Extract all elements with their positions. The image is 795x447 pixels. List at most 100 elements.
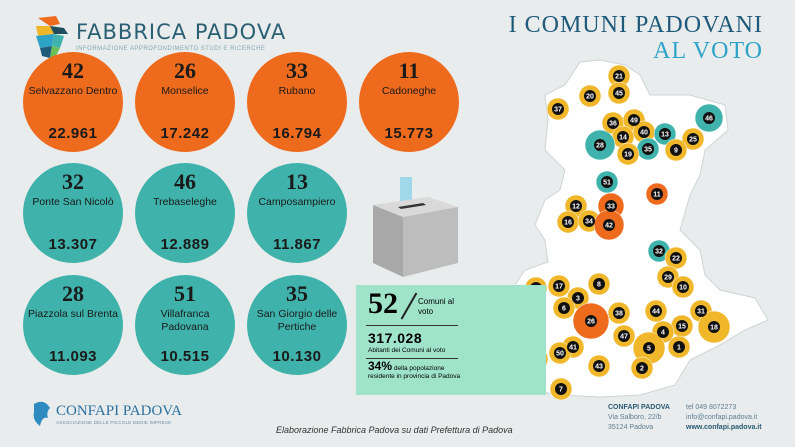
map-marker: 42 — [603, 219, 615, 231]
partner-tagline: ASSOCIAZIONE DELLE PICCOLE MEDIE IMPRESE — [56, 420, 172, 425]
marker-label: 21 — [615, 74, 623, 81]
fabbrica-padova-logo: FABBRICA PADOVA INFORMAZIONE APPROFONDIM… — [30, 12, 286, 60]
map-marker: 37 — [552, 103, 564, 115]
map-marker: 10 — [677, 281, 689, 293]
comune-card: 42 Selvazzano Dentro 22.961 — [23, 52, 123, 152]
comune-name: Selvazzano Dentro — [28, 85, 118, 97]
email-link[interactable]: info@confapi.padova.it — [686, 414, 758, 421]
marker-label: 47 — [620, 334, 628, 341]
phone: tel 049 8072273 — [686, 404, 737, 411]
marker-dot — [670, 144, 682, 156]
marker-dot — [695, 305, 707, 317]
marker-label: 6 — [562, 306, 566, 313]
marker-dot — [622, 148, 634, 160]
marker-dot — [562, 216, 574, 228]
address-city: 35124 Padova — [608, 424, 654, 431]
map-marker: 16 — [562, 216, 574, 228]
marker-dot — [585, 315, 597, 327]
marker-label: 9 — [674, 148, 678, 155]
ballot-box-side — [403, 207, 458, 277]
population: 10.515 — [160, 348, 210, 365]
comune-name: Cadoneghe — [381, 85, 437, 97]
population: 16.794 — [272, 125, 322, 142]
marker-label: 49 — [630, 118, 638, 125]
comune-card: 26 Monselice 17.242 — [135, 52, 235, 152]
comune-card: 46 Trebaseleghe 12.889 — [135, 163, 235, 263]
marker-dot — [584, 90, 596, 102]
map-number: 33 — [286, 58, 308, 83]
map-marker: 17 — [553, 280, 565, 292]
marker-dot — [607, 117, 619, 129]
comuni-count-label: Comuni al voto — [418, 297, 455, 316]
marker-label: 44 — [652, 309, 660, 316]
marker-label: 33 — [607, 204, 615, 211]
map-marker: 35 — [642, 143, 654, 155]
comune-card: 11 Cadoneghe 15.773 — [359, 52, 459, 152]
map-marker: 1 — [673, 341, 685, 353]
lion-logo-icon — [36, 16, 68, 58]
marker-label: 28 — [596, 143, 604, 150]
map-number: 46 — [174, 169, 196, 194]
percent-value: 34% — [368, 359, 393, 373]
marker-dot — [657, 326, 669, 338]
map-marker: 15 — [676, 320, 688, 332]
marker-dot — [583, 215, 595, 227]
population: 22.961 — [48, 125, 98, 142]
map-marker: 28 — [594, 139, 606, 151]
map-marker: 14 — [617, 131, 629, 143]
marker-label: 12 — [572, 204, 580, 211]
marker-dot — [558, 302, 570, 314]
map-marker: 21 — [613, 70, 625, 82]
map-marker: 51 — [601, 176, 613, 188]
comune-name: Monselice — [161, 85, 209, 97]
marker-dot — [567, 341, 579, 353]
confapi-logo: CONFAPI PADOVA ASSOCIAZIONE DELLE PICCOL… — [30, 400, 182, 428]
inhabitants-label: Abitanti dei Comuni al voto — [368, 347, 446, 354]
marker-label: 43 — [595, 364, 603, 371]
source-credit: Elaborazione Fabbrica Padova su dati Pre… — [276, 425, 513, 435]
marker-dot — [642, 143, 654, 155]
marker-label: 16 — [564, 220, 572, 227]
map-marker: 50 — [554, 347, 566, 359]
map-number: 13 — [286, 169, 308, 194]
title-line-2: AL VOTO — [653, 38, 763, 64]
map-marker: 25 — [687, 133, 699, 145]
marker-dot — [553, 280, 565, 292]
map-marker: 20 — [584, 90, 596, 102]
map-marker: 40 — [638, 126, 650, 138]
marker-dot — [593, 360, 605, 372]
map-marker: 31 — [695, 305, 707, 317]
marker-label: 40 — [640, 130, 648, 137]
marker-dot — [628, 114, 640, 126]
map-marker: 33 — [605, 200, 617, 212]
map-number: 32 — [62, 169, 84, 194]
map-marker: 9 — [670, 144, 682, 156]
marker-label: 34 — [585, 219, 593, 226]
marker-dot — [605, 200, 617, 212]
map-marker: 47 — [618, 330, 630, 342]
map-marker: 4 — [657, 326, 669, 338]
website-link[interactable]: www.confapi.padova.it — [686, 424, 762, 431]
ballot-box-top — [373, 197, 458, 217]
marker-dot — [673, 341, 685, 353]
map-marker: 29 — [662, 271, 674, 283]
marker-label: 11 — [653, 192, 661, 199]
stats-panel: 52 Comuni al voto 317.028 Abitanti dei C… — [356, 285, 546, 395]
marker-label: 18 — [710, 325, 718, 332]
marker-dot — [677, 281, 689, 293]
marker-dot — [552, 103, 564, 115]
marker-label: 8 — [597, 282, 601, 289]
marker-dot — [613, 87, 625, 99]
map-marker: 45 — [613, 87, 625, 99]
map-marker: 26 — [585, 315, 597, 327]
comune-name: Villafranca Padovana — [160, 308, 210, 333]
comune-card: 13 Camposampiero 11.867 — [247, 163, 347, 263]
marker-label: 51 — [603, 180, 611, 187]
map-marker: 13 — [659, 128, 671, 140]
population: 11.867 — [272, 236, 322, 253]
map-marker: 32 — [653, 245, 665, 257]
population: 15.773 — [384, 125, 434, 142]
comune-name: Ponte San Nicolò — [32, 196, 114, 208]
comune-card: 51 Villafranca Padovana 10.515 — [135, 275, 235, 375]
marker-dot — [570, 200, 582, 212]
